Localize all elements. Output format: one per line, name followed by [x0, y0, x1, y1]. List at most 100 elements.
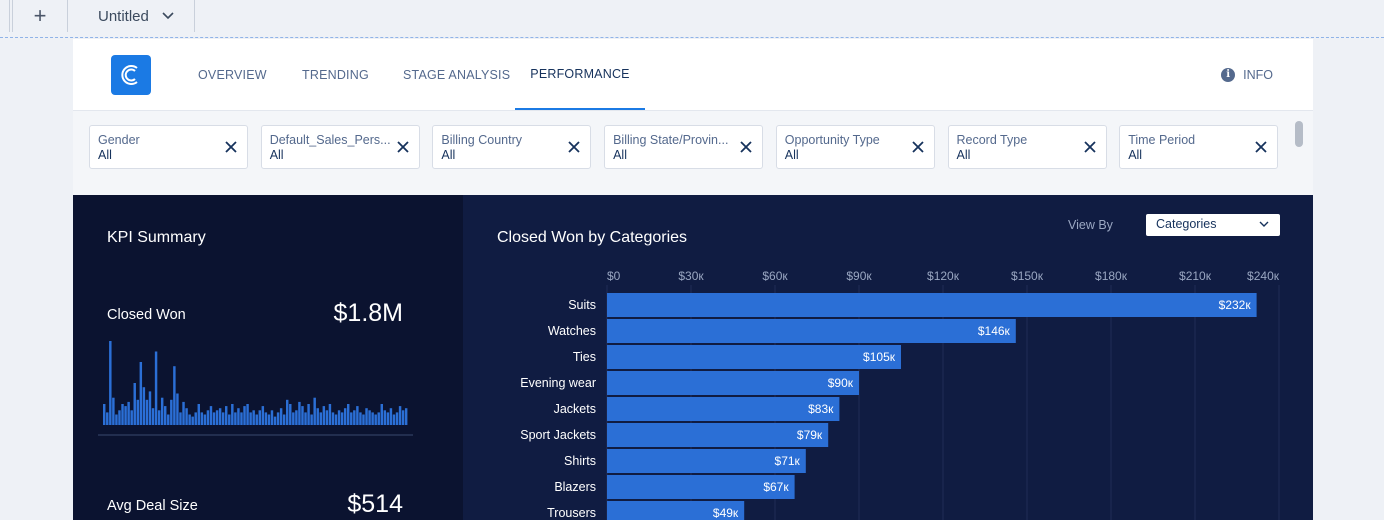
chevron-down-icon[interactable] — [161, 11, 175, 21]
closed-won-sparkline[interactable] — [98, 341, 413, 436]
sparkline-bar[interactable] — [286, 399, 289, 425]
sparkline-bar[interactable] — [270, 410, 274, 425]
sparkline-bar[interactable] — [185, 408, 188, 425]
sparkline-bar[interactable] — [234, 412, 237, 425]
sparkline-bar[interactable] — [353, 410, 356, 425]
bar-suits[interactable] — [607, 293, 1257, 317]
close-icon[interactable] — [1082, 139, 1098, 155]
filter-3[interactable]: Billing State/Provin... All — [604, 125, 764, 169]
sparkline-bar[interactable] — [154, 351, 158, 426]
sparkline-bar[interactable] — [356, 406, 359, 425]
tab-performance[interactable]: PERFORMANCE — [515, 39, 645, 110]
close-icon[interactable] — [738, 139, 754, 155]
sparkline-bar[interactable] — [112, 397, 115, 425]
sparkline-bar[interactable] — [304, 412, 307, 425]
sparkline-bar[interactable] — [313, 397, 316, 425]
sparkline-bar[interactable] — [377, 412, 380, 425]
sparkline-bar[interactable] — [343, 408, 347, 425]
sparkline-bar[interactable] — [273, 416, 277, 425]
filter-0[interactable]: Gender All — [89, 125, 248, 169]
sparkline-bar[interactable] — [124, 406, 127, 425]
sparkline-bar[interactable] — [118, 410, 121, 425]
sparkline-bar[interactable] — [401, 410, 405, 425]
filter-2[interactable]: Billing Country All — [432, 125, 592, 169]
sparkline-bar[interactable] — [188, 414, 191, 426]
filter-scrollbar[interactable] — [1295, 121, 1303, 147]
sparkline-bar[interactable] — [157, 410, 161, 425]
sparkline-bar[interactable] — [139, 362, 143, 425]
sparkline-bar[interactable] — [307, 404, 310, 425]
sparkline-bar[interactable] — [310, 414, 313, 426]
sparkline-bar[interactable] — [298, 401, 301, 425]
sparkline-bar[interactable] — [347, 404, 350, 425]
bar-shirts[interactable] — [607, 449, 806, 473]
sparkline-bar[interactable] — [179, 412, 182, 425]
filter-6[interactable]: Time Period All — [1119, 125, 1279, 169]
sparkline-bar[interactable] — [103, 404, 106, 425]
sparkline-bar[interactable] — [145, 399, 149, 425]
sparkline-bar[interactable] — [221, 412, 225, 425]
close-icon[interactable] — [1253, 139, 1269, 155]
sparkline-bar[interactable] — [240, 412, 243, 425]
sparkline-bar[interactable] — [209, 406, 213, 425]
filter-1[interactable]: Default_Sales_Pers... All — [260, 125, 420, 169]
sparkline-bar[interactable] — [395, 412, 399, 425]
sparkline-bar[interactable] — [362, 414, 365, 426]
sparkline-bar[interactable] — [173, 366, 176, 425]
view-by-select[interactable]: Categories — [1146, 214, 1280, 236]
sparkline-bar[interactable] — [109, 341, 112, 425]
sparkline-bar[interactable] — [301, 406, 304, 425]
sparkline-bar[interactable] — [225, 406, 228, 425]
sparkline-bar[interactable] — [243, 406, 246, 425]
sparkline-bar[interactable] — [289, 404, 292, 425]
sparkline-bar[interactable] — [133, 383, 136, 425]
sparkline-bar[interactable] — [359, 412, 362, 425]
sparkline-bar[interactable] — [127, 401, 130, 425]
sparkline-bar[interactable] — [322, 406, 326, 425]
sparkline-bar[interactable] — [121, 404, 124, 425]
sparkline-bar[interactable] — [328, 404, 332, 425]
add-tab-button[interactable]: + — [12, 0, 68, 32]
sparkline-bar[interactable] — [206, 410, 210, 425]
sparkline-bar[interactable] — [325, 410, 329, 425]
sparkline-bar[interactable] — [231, 404, 234, 425]
filter-5[interactable]: Record Type All — [947, 125, 1107, 169]
bar-sport-jackets[interactable] — [607, 423, 829, 447]
sparkline-bar[interactable] — [249, 412, 252, 425]
sparkline-bar[interactable] — [392, 414, 396, 426]
sparkline-bar[interactable] — [148, 391, 152, 425]
sparkline-bar[interactable] — [331, 412, 335, 425]
sparkline-bar[interactable] — [316, 408, 319, 425]
sparkline-bar[interactable] — [182, 401, 185, 425]
sparkline-bar[interactable] — [255, 414, 258, 426]
sparkline-bar[interactable] — [115, 414, 118, 426]
sparkline-bar[interactable] — [292, 412, 295, 425]
sparkline-bar[interactable] — [170, 399, 173, 425]
close-icon[interactable] — [910, 139, 926, 155]
sparkline-bar[interactable] — [264, 412, 268, 425]
sparkline-bar[interactable] — [350, 412, 353, 425]
sparkline-bar[interactable] — [334, 414, 338, 426]
sparkline-bar[interactable] — [279, 408, 283, 425]
sparkline-bar[interactable] — [246, 404, 249, 425]
close-icon[interactable] — [223, 139, 239, 155]
filter-4[interactable]: Opportunity Type All — [775, 125, 935, 169]
info-button[interactable]: i INFO — [1221, 39, 1273, 110]
app-logo[interactable] — [111, 55, 151, 95]
sparkline-bar[interactable] — [212, 412, 216, 425]
sparkline-bar[interactable] — [151, 408, 155, 425]
sparkline-bar[interactable] — [374, 414, 377, 426]
sparkline-bar[interactable] — [404, 408, 408, 425]
sparkline-bar[interactable] — [368, 410, 371, 425]
bar-evening-wear[interactable] — [607, 371, 859, 395]
sparkline-bar[interactable] — [258, 410, 261, 425]
close-icon[interactable] — [566, 139, 582, 155]
sparkline-bar[interactable] — [106, 412, 109, 425]
sparkline-bar[interactable] — [252, 410, 255, 425]
sparkline-bar[interactable] — [261, 406, 265, 425]
sparkline-bar[interactable] — [267, 414, 271, 426]
sparkline-bar[interactable] — [203, 414, 207, 426]
sparkline-bar[interactable] — [164, 406, 167, 425]
bar-blazers[interactable] — [607, 475, 795, 499]
sparkline-bar[interactable] — [136, 399, 139, 425]
